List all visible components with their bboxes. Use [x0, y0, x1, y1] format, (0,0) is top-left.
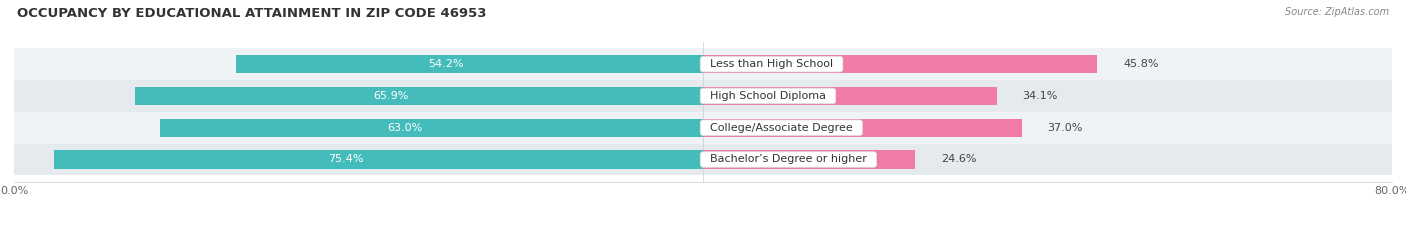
Text: High School Diploma: High School Diploma	[703, 91, 832, 101]
Bar	[53, 150, 703, 169]
Text: 37.0%: 37.0%	[1047, 123, 1083, 133]
Bar	[14, 112, 1392, 144]
Bar	[14, 48, 1392, 80]
Text: OCCUPANCY BY EDUCATIONAL ATTAINMENT IN ZIP CODE 46953: OCCUPANCY BY EDUCATIONAL ATTAINMENT IN Z…	[17, 7, 486, 20]
Bar	[236, 55, 703, 73]
Bar	[703, 150, 915, 169]
Bar	[160, 119, 703, 137]
Text: 65.9%: 65.9%	[373, 91, 409, 101]
Text: Bachelor’s Degree or higher: Bachelor’s Degree or higher	[703, 154, 875, 164]
Bar	[703, 55, 1098, 73]
Text: 34.1%: 34.1%	[1022, 91, 1057, 101]
Text: 45.8%: 45.8%	[1123, 59, 1159, 69]
Text: 63.0%: 63.0%	[387, 123, 422, 133]
Text: 54.2%: 54.2%	[429, 59, 464, 69]
Bar	[14, 80, 1392, 112]
Text: 24.6%: 24.6%	[941, 154, 976, 164]
Text: Source: ZipAtlas.com: Source: ZipAtlas.com	[1285, 7, 1389, 17]
Bar	[14, 144, 1392, 175]
Text: Less than High School: Less than High School	[703, 59, 841, 69]
Text: College/Associate Degree: College/Associate Degree	[703, 123, 859, 133]
Bar	[703, 87, 997, 105]
Text: 75.4%: 75.4%	[328, 154, 364, 164]
Bar	[703, 119, 1022, 137]
Bar	[135, 87, 703, 105]
